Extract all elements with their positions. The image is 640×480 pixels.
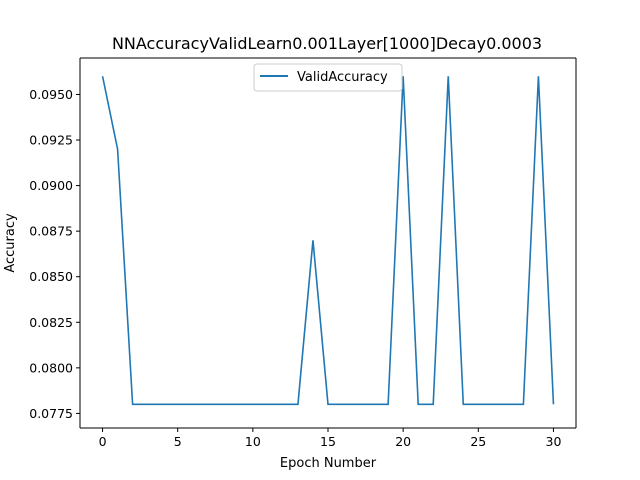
x-tick-label: 10 (245, 434, 261, 449)
y-tick-label: 0.0825 (29, 315, 73, 330)
y-tick-label: 0.0800 (29, 360, 73, 375)
x-tick-label: 25 (470, 434, 486, 449)
y-tick-label: 0.0875 (29, 224, 73, 239)
y-axis-ticks: 0.0775 0.0800 0.0825 0.0850 0.0875 0.0900 0.09… (29, 87, 80, 421)
y-tick-label: 0.0775 (29, 406, 73, 421)
y-tick-label: 0.0950 (29, 87, 73, 102)
x-tick-label: 15 (320, 434, 336, 449)
y-tick-label: 0.0850 (29, 269, 73, 284)
series-line-validaccuracy (101, 76, 555, 406)
y-axis-title: Accuracy (3, 213, 18, 273)
chart-title: NNAccuracyValidLearn0.001Layer[1000]Deca… (112, 34, 542, 53)
x-axis-title: Epoch Number (280, 456, 377, 471)
x-axis-ticks: 0 5 10 15 20 25 30 (99, 428, 562, 449)
x-tick-label: 30 (546, 434, 562, 449)
x-tick-label: 20 (395, 434, 411, 449)
x-tick-label: 5 (174, 434, 182, 449)
x-tick-label: 0 (99, 434, 107, 449)
plot-area (80, 58, 576, 428)
legend: ValidAccuracy (253, 63, 403, 92)
legend-label: ValidAccuracy (297, 70, 388, 85)
legend-box (253, 63, 403, 92)
series-layer (101, 76, 555, 406)
y-tick-label: 0.0900 (29, 178, 73, 193)
y-tick-label: 0.0925 (29, 133, 73, 148)
axes-frame (79, 57, 577, 429)
